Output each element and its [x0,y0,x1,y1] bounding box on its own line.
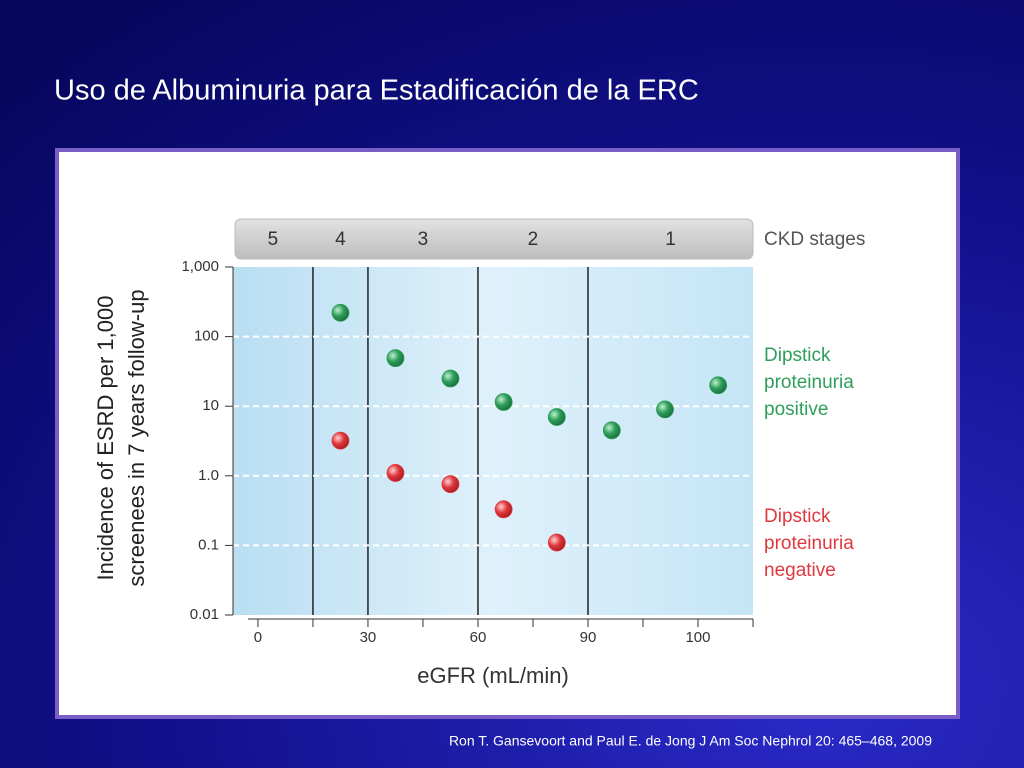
y-axis-label: Incidence of ESRD per 1,000 [93,296,118,581]
stage-title: CKD stages [764,229,865,250]
stage-label: 5 [268,229,279,250]
plot-area [233,267,753,615]
stage-label: 3 [418,229,429,250]
data-point [331,431,350,450]
y-tick-label: 100 [194,328,219,345]
legend-entry: Dipstick proteinuria positive [764,345,854,420]
data-point [547,408,566,426]
data-point [602,421,621,440]
data-point [386,464,405,482]
stage-label: 1 [665,229,676,250]
y-tick-label: 0.1 [198,536,219,553]
x-tick-label: 0 [254,629,262,646]
data-point [331,303,350,322]
citation: Ron T. Gansevoort and Paul E. de Jong J … [449,733,932,749]
y-tick-label: 10 [202,397,219,414]
data-point [386,349,405,368]
data-point [494,393,513,411]
x-tick-label: 30 [360,629,377,646]
x-tick-label: 60 [470,629,487,646]
stage-label: 2 [528,229,539,250]
y-tick-label: 0.01 [190,606,219,623]
slide-title: Uso de Albuminuria para Estadificación d… [54,75,699,107]
stage-band [234,218,754,260]
data-point [656,400,674,419]
data-point [547,533,566,552]
legend-entry: Dipstick proteinuria negative [764,506,854,581]
y-axis-label: screenees in 7 years follow-up [124,289,149,586]
data-point [494,500,513,519]
x-axis-label: eGFR (mL/min) [417,663,569,688]
y-tick-label: 1.0 [198,467,219,484]
stage-label: 4 [335,229,346,250]
y-tick-label: 1,000 [181,258,219,275]
data-point [441,475,460,493]
data-point [441,369,460,388]
x-tick-label: 100 [685,629,710,646]
data-point [709,376,728,395]
x-tick-label: 90 [580,629,597,646]
